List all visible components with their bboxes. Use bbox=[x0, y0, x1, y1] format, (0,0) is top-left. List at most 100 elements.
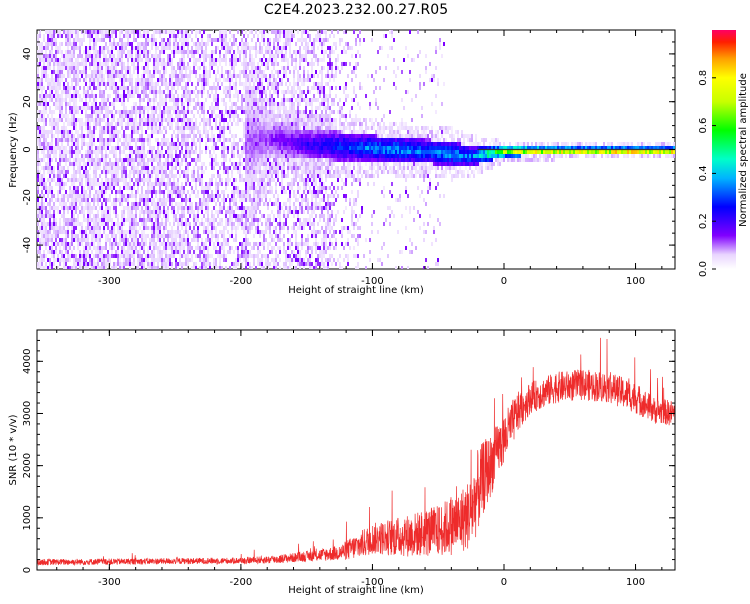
spectrogram-cell bbox=[77, 150, 79, 154]
spectrogram-cell bbox=[201, 102, 203, 106]
spectrogram-cell bbox=[159, 178, 161, 182]
spectrogram-cell bbox=[121, 202, 123, 206]
spectrogram-cell bbox=[129, 78, 131, 82]
spectrogram-cell bbox=[213, 242, 215, 246]
spectrogram-cell bbox=[127, 146, 129, 150]
spectrogram-cell bbox=[107, 142, 109, 146]
spectrogram-cell bbox=[153, 54, 155, 58]
spectrogram-cell bbox=[261, 162, 263, 166]
spectrogram-cell bbox=[211, 214, 213, 218]
spectrogram-cell bbox=[223, 130, 225, 134]
spectrogram-cell bbox=[93, 122, 95, 126]
spectrogram-cell bbox=[91, 130, 93, 134]
spectrogram-cell bbox=[101, 254, 103, 258]
spectrogram-cell bbox=[221, 114, 223, 118]
spectrogram-cell bbox=[51, 158, 53, 162]
spectrogram-cell bbox=[53, 242, 55, 246]
spectrogram-cell bbox=[55, 266, 57, 269]
spectrogram-cell bbox=[119, 94, 121, 98]
spectrogram-cell bbox=[79, 158, 81, 162]
spectrogram-cell bbox=[215, 202, 217, 206]
spectrogram-cell bbox=[215, 46, 217, 50]
spectrogram-cell bbox=[249, 90, 251, 94]
spectrogram-cell bbox=[109, 182, 111, 186]
spectrogram-cell bbox=[73, 182, 75, 186]
spectrogram-cell bbox=[217, 102, 219, 106]
spectrogram-cell bbox=[159, 242, 161, 246]
spectrogram-cell bbox=[165, 42, 167, 46]
spectrogram-cell bbox=[143, 218, 145, 222]
spectrogram-cell bbox=[257, 90, 259, 94]
spectrogram-cell bbox=[139, 262, 141, 266]
spectrogram-cell bbox=[113, 74, 115, 78]
spectrogram-cell bbox=[119, 34, 121, 38]
spectrogram-cell bbox=[257, 226, 259, 230]
spectrogram-cell bbox=[49, 198, 51, 202]
spectrogram-cell bbox=[45, 154, 47, 158]
spectrogram-cell bbox=[253, 210, 255, 214]
spectrogram-cell bbox=[89, 226, 91, 230]
spectrogram-cell bbox=[111, 146, 113, 150]
spectrogram-cell bbox=[245, 210, 247, 214]
spectrogram-cell bbox=[161, 62, 163, 66]
spectrogram-cell bbox=[141, 154, 143, 158]
spectrogram-cell bbox=[83, 66, 85, 70]
spectrogram-cell bbox=[177, 82, 179, 86]
spectrogram-cell bbox=[57, 66, 59, 70]
spectrogram-cell bbox=[43, 62, 45, 66]
spectrogram-cell bbox=[75, 30, 77, 34]
spectrogram-cell bbox=[117, 242, 119, 246]
spectrogram-cell bbox=[85, 114, 87, 118]
spectrogram-cell bbox=[41, 190, 43, 194]
spectrogram-cell bbox=[65, 162, 67, 166]
spectrogram-cell bbox=[243, 70, 245, 74]
spectrogram-cell bbox=[131, 94, 133, 98]
spectrogram-cell bbox=[117, 70, 119, 74]
spectrogram-cell bbox=[97, 258, 99, 262]
spectrogram-cell bbox=[63, 86, 65, 90]
spectrogram-cell bbox=[177, 134, 179, 138]
spectrogram-cell bbox=[147, 54, 149, 58]
spectrogram-cell bbox=[257, 246, 259, 250]
spectrogram-cell bbox=[181, 130, 183, 134]
spectrogram-cell bbox=[157, 158, 159, 162]
spectrogram-cell bbox=[209, 126, 211, 130]
spectrogram-cell bbox=[135, 194, 137, 198]
spectrogram-cell bbox=[225, 94, 227, 98]
spectrogram-cell bbox=[75, 102, 77, 106]
spectrogram-cell bbox=[233, 82, 235, 86]
spectrogram-cell bbox=[223, 134, 225, 138]
spectrogram-cell bbox=[135, 58, 137, 62]
spectrogram-cell bbox=[173, 66, 175, 70]
spectrogram-cell bbox=[93, 242, 95, 246]
spectrogram-cell bbox=[47, 94, 49, 98]
spectrogram-cell bbox=[53, 250, 55, 254]
spectrogram-cell bbox=[171, 170, 173, 174]
spectrogram-cell bbox=[111, 74, 113, 78]
spectrogram-cell bbox=[55, 54, 57, 58]
spectrogram-cell bbox=[67, 134, 69, 138]
spectrogram-cell bbox=[261, 254, 263, 258]
spectrogram-cell bbox=[231, 262, 233, 266]
spectrogram-cell bbox=[115, 194, 117, 198]
spectrogram-cell bbox=[183, 134, 185, 138]
spectrogram-cell bbox=[215, 230, 217, 234]
spectrogram-cell bbox=[37, 190, 39, 194]
spectrogram-cell bbox=[39, 194, 41, 198]
spectrogram-cell bbox=[113, 262, 115, 266]
spectrogram-cell bbox=[231, 234, 233, 238]
spectrogram-cell bbox=[153, 82, 155, 86]
spectrogram-cell bbox=[47, 150, 49, 154]
spectrogram-cell bbox=[159, 114, 161, 118]
spectrogram-cell bbox=[173, 50, 175, 54]
spectrogram-cell bbox=[65, 182, 67, 186]
spectrogram-cell bbox=[59, 154, 61, 158]
spectrogram-cell bbox=[105, 82, 107, 86]
spectrogram-cell bbox=[115, 178, 117, 182]
spectrogram-cell bbox=[157, 258, 159, 262]
spectrogram-cells bbox=[37, 30, 675, 269]
spectrogram-cell bbox=[39, 218, 41, 222]
spectrogram-cell bbox=[245, 134, 247, 138]
spectrogram-cell bbox=[135, 146, 137, 150]
spectrogram-cell bbox=[73, 186, 75, 190]
